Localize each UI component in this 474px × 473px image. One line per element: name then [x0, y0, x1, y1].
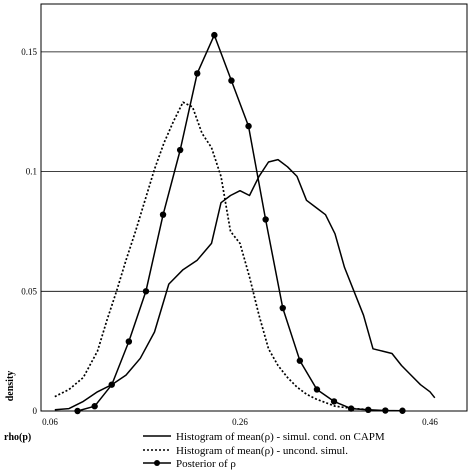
series-2-point [228, 77, 235, 84]
series-2-point [347, 405, 355, 412]
series-2-point [211, 31, 218, 39]
plot-area [40, 3, 468, 412]
y-tick-label: 0 [33, 406, 38, 416]
legend-label-posterior: Posterior of ρ [176, 458, 236, 470]
series-line-1 [54, 101, 374, 411]
x-axis-title: rho(p) [4, 432, 31, 443]
tick-labels: 0 0.05 0.1 0.15 0.06 0.26 0.46 [21, 47, 438, 427]
series-group [54, 31, 436, 415]
x-tick-label: 0.26 [232, 417, 248, 427]
series-2-point [262, 216, 269, 223]
x-tick-label: 0.46 [422, 417, 438, 427]
series-2-point [330, 398, 338, 405]
legend: Histogram of mean(ρ) - simul. cond. on C… [143, 431, 385, 470]
series-2-point [399, 407, 406, 414]
legend-marker-posterior [154, 460, 160, 466]
x-tick-label: 0.06 [42, 417, 58, 427]
series-2-point [74, 407, 81, 415]
series-2-point [176, 146, 184, 154]
series-2-point [365, 406, 372, 414]
series-2-point [142, 288, 150, 295]
y-axis-title: density [5, 371, 16, 402]
series-2-point [279, 304, 286, 312]
series-line-0 [54, 158, 436, 411]
series-2-point [108, 381, 115, 388]
grid-lines [41, 51, 467, 292]
y-tick-label: 0.15 [21, 47, 37, 57]
series-2-point [91, 403, 98, 410]
legend-label-uncond: Histogram of mean(ρ) - uncond. simul. [176, 445, 348, 457]
series-2-point [313, 386, 321, 393]
series-2-point [194, 70, 201, 77]
y-tick-label: 0.05 [21, 286, 37, 296]
y-tick-label: 0.1 [26, 167, 37, 177]
series-2-point [159, 211, 167, 218]
series-2-point [296, 357, 304, 364]
series-2-point [382, 407, 389, 414]
series-2-point [125, 338, 133, 345]
series-2-point [245, 122, 252, 130]
legend-label-capm: Histogram of mean(ρ) - simul. cond. on C… [176, 431, 385, 443]
